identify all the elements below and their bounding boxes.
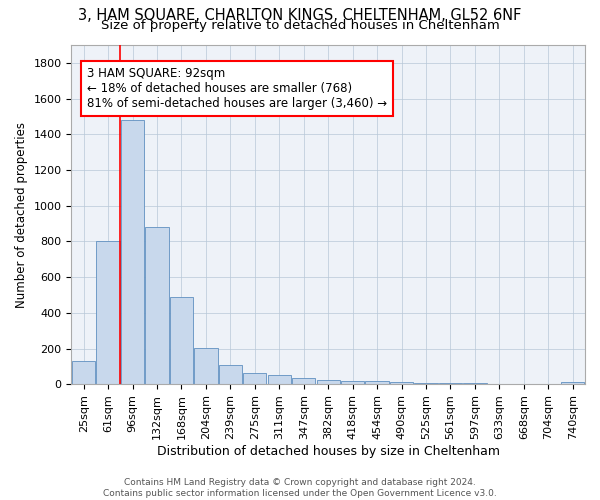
Bar [243,372,266,384]
Y-axis label: Number of detached properties: Number of detached properties [15,122,28,308]
Bar [170,296,193,384]
Bar [415,383,437,384]
Bar [121,120,144,384]
Text: 3 HAM SQUARE: 92sqm
← 18% of detached houses are smaller (768)
81% of semi-detac: 3 HAM SQUARE: 92sqm ← 18% of detached ho… [87,67,387,110]
Bar [292,378,316,384]
Bar [365,380,389,384]
Bar [97,242,120,384]
Text: 3, HAM SQUARE, CHARLTON KINGS, CHELTENHAM, GL52 6NF: 3, HAM SQUARE, CHARLTON KINGS, CHELTENHA… [79,8,521,22]
Bar [390,382,413,384]
Text: Contains HM Land Registry data © Crown copyright and database right 2024.
Contai: Contains HM Land Registry data © Crown c… [103,478,497,498]
Bar [72,361,95,384]
Text: Size of property relative to detached houses in Cheltenham: Size of property relative to detached ho… [101,19,499,32]
Bar [561,382,584,384]
Bar [268,376,291,384]
Bar [145,227,169,384]
Bar [317,380,340,384]
X-axis label: Distribution of detached houses by size in Cheltenham: Distribution of detached houses by size … [157,444,500,458]
Bar [219,366,242,384]
Bar [194,348,218,384]
Bar [341,380,364,384]
